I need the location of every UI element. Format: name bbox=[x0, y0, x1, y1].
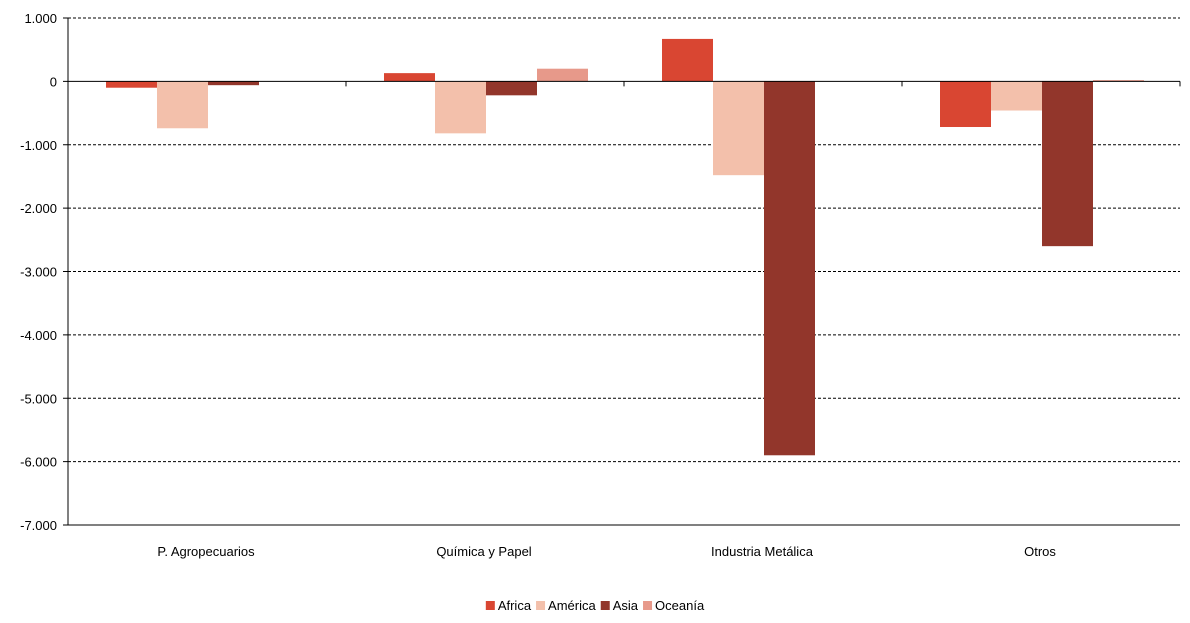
bar-ocean-a bbox=[537, 68, 588, 82]
bar-asia bbox=[208, 81, 259, 86]
bar-am-rica bbox=[991, 81, 1042, 111]
bar-am-rica bbox=[157, 81, 208, 129]
bar-africa bbox=[384, 73, 435, 82]
legend-label: América bbox=[548, 598, 596, 613]
x-tick-label: Otros bbox=[1024, 544, 1056, 559]
bar-asia bbox=[1042, 81, 1093, 247]
y-tick-label: -7.000 bbox=[20, 518, 57, 533]
legend-label: Oceanía bbox=[655, 598, 705, 613]
x-tick-label: P. Agropecuarios bbox=[157, 544, 255, 559]
axis-labels: 1.000 0 -1.000 -2.000 -3.000 -4.000 -5.000 -6.0… bbox=[20, 11, 1056, 559]
gridlines bbox=[68, 17, 1180, 526]
x-tick-label: Química y Papel bbox=[436, 544, 531, 559]
bar-asia bbox=[486, 81, 537, 96]
legend-item-africa: Africa bbox=[485, 598, 532, 613]
bar-ocean-a bbox=[1093, 80, 1144, 82]
legend-swatch bbox=[643, 601, 653, 610]
bar-asia bbox=[764, 81, 815, 456]
legend-label: Asia bbox=[613, 598, 639, 613]
x-tick-label: Industria Metálica bbox=[711, 544, 814, 559]
bar-africa bbox=[106, 81, 157, 88]
legend-item-ocean-a: Oceanía bbox=[643, 598, 705, 613]
legend-item-asia: Asia bbox=[600, 598, 639, 613]
y-tick-label: -6.000 bbox=[20, 455, 57, 470]
legend: Africa América Asia Oceanía bbox=[485, 598, 705, 613]
legend-swatch bbox=[600, 601, 610, 610]
y-tick-label: 1.000 bbox=[24, 11, 57, 26]
legend-swatch bbox=[536, 601, 546, 610]
y-tick-label: 0 bbox=[50, 74, 57, 89]
bar-am-rica bbox=[435, 81, 486, 134]
legend-label: Africa bbox=[498, 598, 532, 613]
bars bbox=[106, 38, 1144, 456]
y-tick-label: -1.000 bbox=[20, 138, 57, 153]
legend-item-am-rica: América bbox=[536, 598, 596, 613]
y-tick-label: -5.000 bbox=[20, 391, 57, 406]
y-tick-label: -2.000 bbox=[20, 201, 57, 216]
y-tick-label: -3.000 bbox=[20, 265, 57, 280]
bar-africa bbox=[940, 81, 991, 128]
legend-swatch bbox=[485, 601, 495, 610]
y-tick-label: -4.000 bbox=[20, 328, 57, 343]
bar-africa bbox=[662, 38, 713, 82]
bar-am-rica bbox=[713, 81, 764, 176]
axes bbox=[63, 17, 1181, 526]
